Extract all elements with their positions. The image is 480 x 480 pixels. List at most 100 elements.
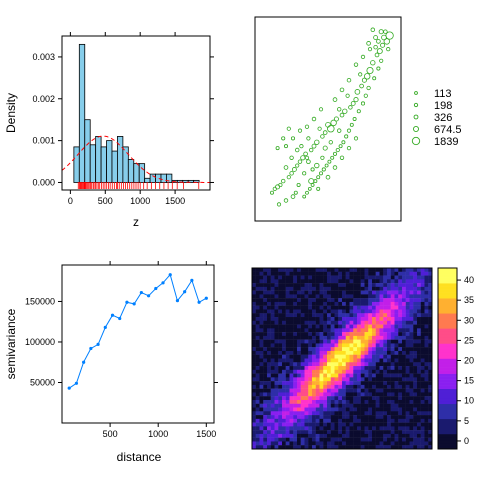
colorbar-tick-label: 40 xyxy=(464,275,474,285)
heatmap-cell xyxy=(390,366,395,371)
heatmap-cell xyxy=(308,343,313,348)
bubble-point xyxy=(339,155,345,160)
heatmap-cell xyxy=(349,309,354,314)
heatmap-cell xyxy=(379,441,384,446)
heatmap-cell xyxy=(285,268,290,272)
colorbar-tick-label: 15 xyxy=(464,376,474,386)
heatmap-cell xyxy=(252,441,256,446)
heatmap-cell xyxy=(357,309,361,314)
heatmap-cell xyxy=(323,271,328,276)
x-tick-label: 1500 xyxy=(165,196,185,206)
heatmap-cell xyxy=(428,403,433,408)
heatmap-cell xyxy=(319,369,324,374)
heatmap-cell xyxy=(375,369,380,374)
bubble-point xyxy=(353,97,359,103)
heatmap-cell xyxy=(315,433,320,438)
colorbar-segment xyxy=(438,430,457,435)
heatmap-cell xyxy=(342,403,346,408)
heatmap-cell xyxy=(282,268,286,272)
bubble-point xyxy=(360,101,366,106)
heatmap-cell xyxy=(413,358,418,363)
heatmap-cell xyxy=(267,441,271,446)
colorbar-segment xyxy=(438,358,457,362)
heatmap-cell xyxy=(304,301,309,306)
heatmap-cell xyxy=(342,373,346,378)
heatmap-cell xyxy=(364,418,369,423)
colorbar-segment xyxy=(438,445,457,450)
heatmap-cell xyxy=(379,298,384,303)
heatmap-cell xyxy=(285,373,290,378)
heatmap-cell xyxy=(334,399,339,404)
heatmap-cell xyxy=(338,403,343,408)
heatmap-cell xyxy=(428,445,433,450)
heatmap-cell xyxy=(417,377,421,382)
heatmap-cell xyxy=(383,369,388,374)
heatmap-cell xyxy=(417,332,421,337)
heatmap-cell xyxy=(345,407,350,412)
heatmap-cell xyxy=(428,433,433,438)
heatmap-cell xyxy=(267,290,271,295)
bubble-point xyxy=(306,136,311,141)
heatmap-cell xyxy=(394,388,399,393)
heatmap-cell xyxy=(255,403,260,408)
heatmap-cell xyxy=(390,437,395,442)
bubble-point xyxy=(289,155,294,160)
heatmap-cell xyxy=(319,399,324,404)
heatmap-cell xyxy=(402,339,406,344)
heatmap-cell xyxy=(270,426,275,431)
heatmap-cell xyxy=(405,373,410,378)
heatmap-cell xyxy=(255,415,260,420)
heatmap-cell xyxy=(394,392,399,397)
heatmap-cell xyxy=(402,411,406,416)
heatmap-cell xyxy=(259,415,264,420)
heatmap-cell xyxy=(383,373,388,378)
heatmap-cell xyxy=(409,411,414,416)
heatmap-cell xyxy=(383,411,388,416)
heatmap-cell xyxy=(327,399,331,404)
heatmap-cell xyxy=(405,317,410,321)
heatmap-cell xyxy=(252,418,256,423)
heatmap-cell xyxy=(405,377,410,382)
heatmap-cell xyxy=(398,339,403,344)
heatmap-cell xyxy=(293,411,298,416)
heatmap-cell xyxy=(327,309,331,314)
heatmap-cell xyxy=(417,445,421,450)
heatmap-cell xyxy=(405,343,410,348)
heatmap-cell xyxy=(297,403,301,408)
heatmap-cell xyxy=(334,298,339,303)
heatmap-cell xyxy=(428,279,433,284)
heatmap-cell xyxy=(323,388,328,393)
heatmap-cell xyxy=(342,377,346,382)
heatmap-cell xyxy=(289,343,294,348)
heatmap-cell xyxy=(387,415,391,420)
bubble-point xyxy=(283,144,289,149)
heatmap-cell xyxy=(270,407,275,412)
heatmap-cell xyxy=(424,347,429,352)
heatmap-cell xyxy=(379,301,384,306)
heatmap-cell xyxy=(278,339,283,344)
heatmap-cell xyxy=(300,271,305,276)
heatmap-cell xyxy=(379,437,384,442)
heatmap-cell xyxy=(353,317,358,321)
heatmap-cell xyxy=(390,369,395,374)
colorbar-segment xyxy=(438,337,457,341)
heatmap-cell xyxy=(379,279,384,284)
heatmap-cell xyxy=(330,366,335,371)
heatmap-cell xyxy=(368,437,373,442)
heatmap-cell xyxy=(394,369,399,374)
heatmap-cell xyxy=(274,415,279,420)
heatmap-cell xyxy=(297,294,301,299)
heatmap-cell xyxy=(368,399,373,404)
heatmap-cell xyxy=(315,373,320,378)
heatmap-cell xyxy=(383,324,388,329)
heatmap-cell xyxy=(390,320,395,325)
heatmap-cell xyxy=(330,388,335,393)
heatmap-cell xyxy=(270,362,275,367)
heatmap-cell xyxy=(308,347,313,352)
heatmap-cell xyxy=(379,294,384,299)
heatmap-cell xyxy=(379,309,384,314)
heatmap-cell xyxy=(319,347,324,352)
heatmap-cell xyxy=(308,396,313,401)
heatmap-cell xyxy=(345,332,350,337)
